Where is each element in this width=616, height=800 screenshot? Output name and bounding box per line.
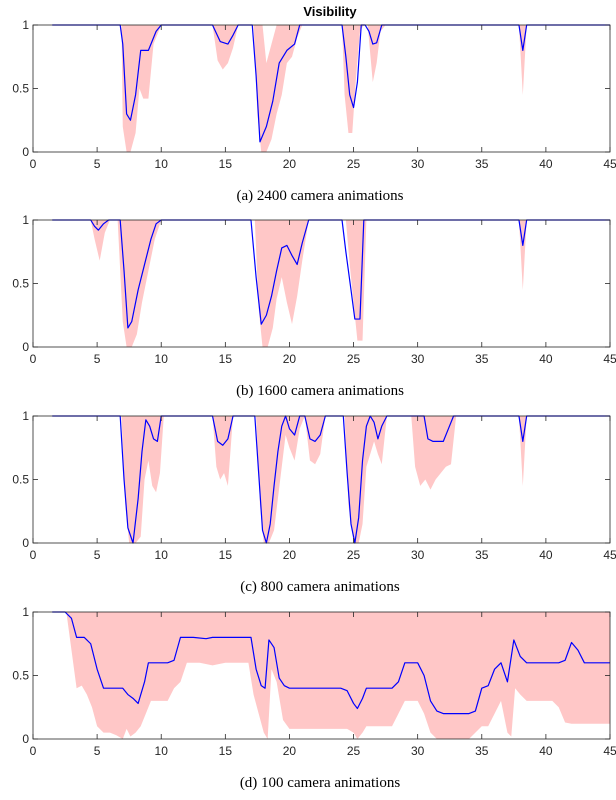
x-tick-label: 20 xyxy=(283,744,297,758)
figure-title: Visibility xyxy=(303,4,357,19)
y-tick-label: 0 xyxy=(22,145,29,159)
x-tick-label: 40 xyxy=(539,157,553,171)
x-tick-label: 0 xyxy=(30,157,37,171)
chart-panel: 0 5 10 15 20 25 30 35 40 45 0 0.5 1 (b) 1600 camera a… xyxy=(12,213,616,399)
panel-caption: (b) 1600 camera animations xyxy=(236,383,404,399)
y-tick-label: 0 xyxy=(22,732,29,746)
mean-line xyxy=(52,611,610,715)
x-tick-label: 45 xyxy=(603,352,616,366)
x-tick-label: 0 xyxy=(30,548,37,562)
y-tick-label: 0 xyxy=(22,340,29,354)
y-tick-label: 0.5 xyxy=(12,473,29,487)
x-tick-label: 10 xyxy=(155,744,169,758)
x-tick-label: 25 xyxy=(347,352,361,366)
y-tick-label: 0.5 xyxy=(12,669,29,683)
x-tick-label: 20 xyxy=(283,157,297,171)
x-tick-label: 10 xyxy=(155,352,169,366)
x-tick-label: 35 xyxy=(475,548,489,562)
panel-caption: (c) 800 camera animations xyxy=(240,579,400,595)
x-tick-label: 0 xyxy=(30,744,37,758)
x-tick-label: 5 xyxy=(94,352,101,366)
x-tick-label: 5 xyxy=(94,548,101,562)
x-tick-label: 10 xyxy=(155,548,169,562)
x-tick-label: 20 xyxy=(283,548,297,562)
x-tick-label: 40 xyxy=(539,352,553,366)
x-tick-label: 25 xyxy=(347,548,361,562)
chart-panel: 0 5 10 15 20 25 30 35 40 45 0 0.5 1 (d) 100 camera an… xyxy=(12,605,616,791)
y-tick-label: 0.5 xyxy=(12,277,29,291)
x-tick-label: 45 xyxy=(603,548,616,562)
x-tick-label: 10 xyxy=(155,157,169,171)
y-tick-label: 0.5 xyxy=(12,82,29,96)
x-tick-label: 45 xyxy=(603,744,616,758)
x-tick-label: 40 xyxy=(539,548,553,562)
x-tick-label: 15 xyxy=(219,548,233,562)
y-tick-label: 1 xyxy=(22,605,29,619)
x-tick-label: 45 xyxy=(603,157,616,171)
y-tick-label: 1 xyxy=(22,409,29,423)
y-tick-label: 1 xyxy=(22,18,29,32)
x-tick-label: 25 xyxy=(347,744,361,758)
x-tick-label: 30 xyxy=(411,744,425,758)
chart-panel: 0 5 10 15 20 25 30 35 40 45 0 0.5 1 (c) 800 camera an… xyxy=(12,409,616,595)
x-tick-label: 30 xyxy=(411,548,425,562)
x-tick-label: 35 xyxy=(475,157,489,171)
x-tick-label: 15 xyxy=(219,157,233,171)
x-tick-label: 5 xyxy=(94,157,101,171)
x-tick-label: 30 xyxy=(411,352,425,366)
x-tick-label: 15 xyxy=(219,352,233,366)
chart-panel: 0 5 10 15 20 25 30 35 40 45 0 0.5 1 (a) 2400 camera a… xyxy=(12,18,616,204)
x-tick-label: 40 xyxy=(539,744,553,758)
confidence-band xyxy=(52,416,611,543)
panel-caption: (d) 100 camera animations xyxy=(240,775,401,791)
x-tick-label: 35 xyxy=(475,352,489,366)
x-tick-label: 0 xyxy=(30,352,37,366)
confidence-band xyxy=(52,612,611,739)
mean-line xyxy=(52,24,610,143)
panel-caption: (a) 2400 camera animations xyxy=(236,188,403,204)
confidence-band xyxy=(52,220,611,347)
x-tick-label: 15 xyxy=(219,744,233,758)
x-tick-label: 25 xyxy=(347,157,361,171)
x-tick-label: 20 xyxy=(283,352,297,366)
y-tick-label: 0 xyxy=(22,536,29,550)
x-tick-label: 35 xyxy=(475,744,489,758)
x-tick-label: 30 xyxy=(411,157,425,171)
x-tick-label: 5 xyxy=(94,744,101,758)
y-tick-label: 1 xyxy=(22,213,29,227)
